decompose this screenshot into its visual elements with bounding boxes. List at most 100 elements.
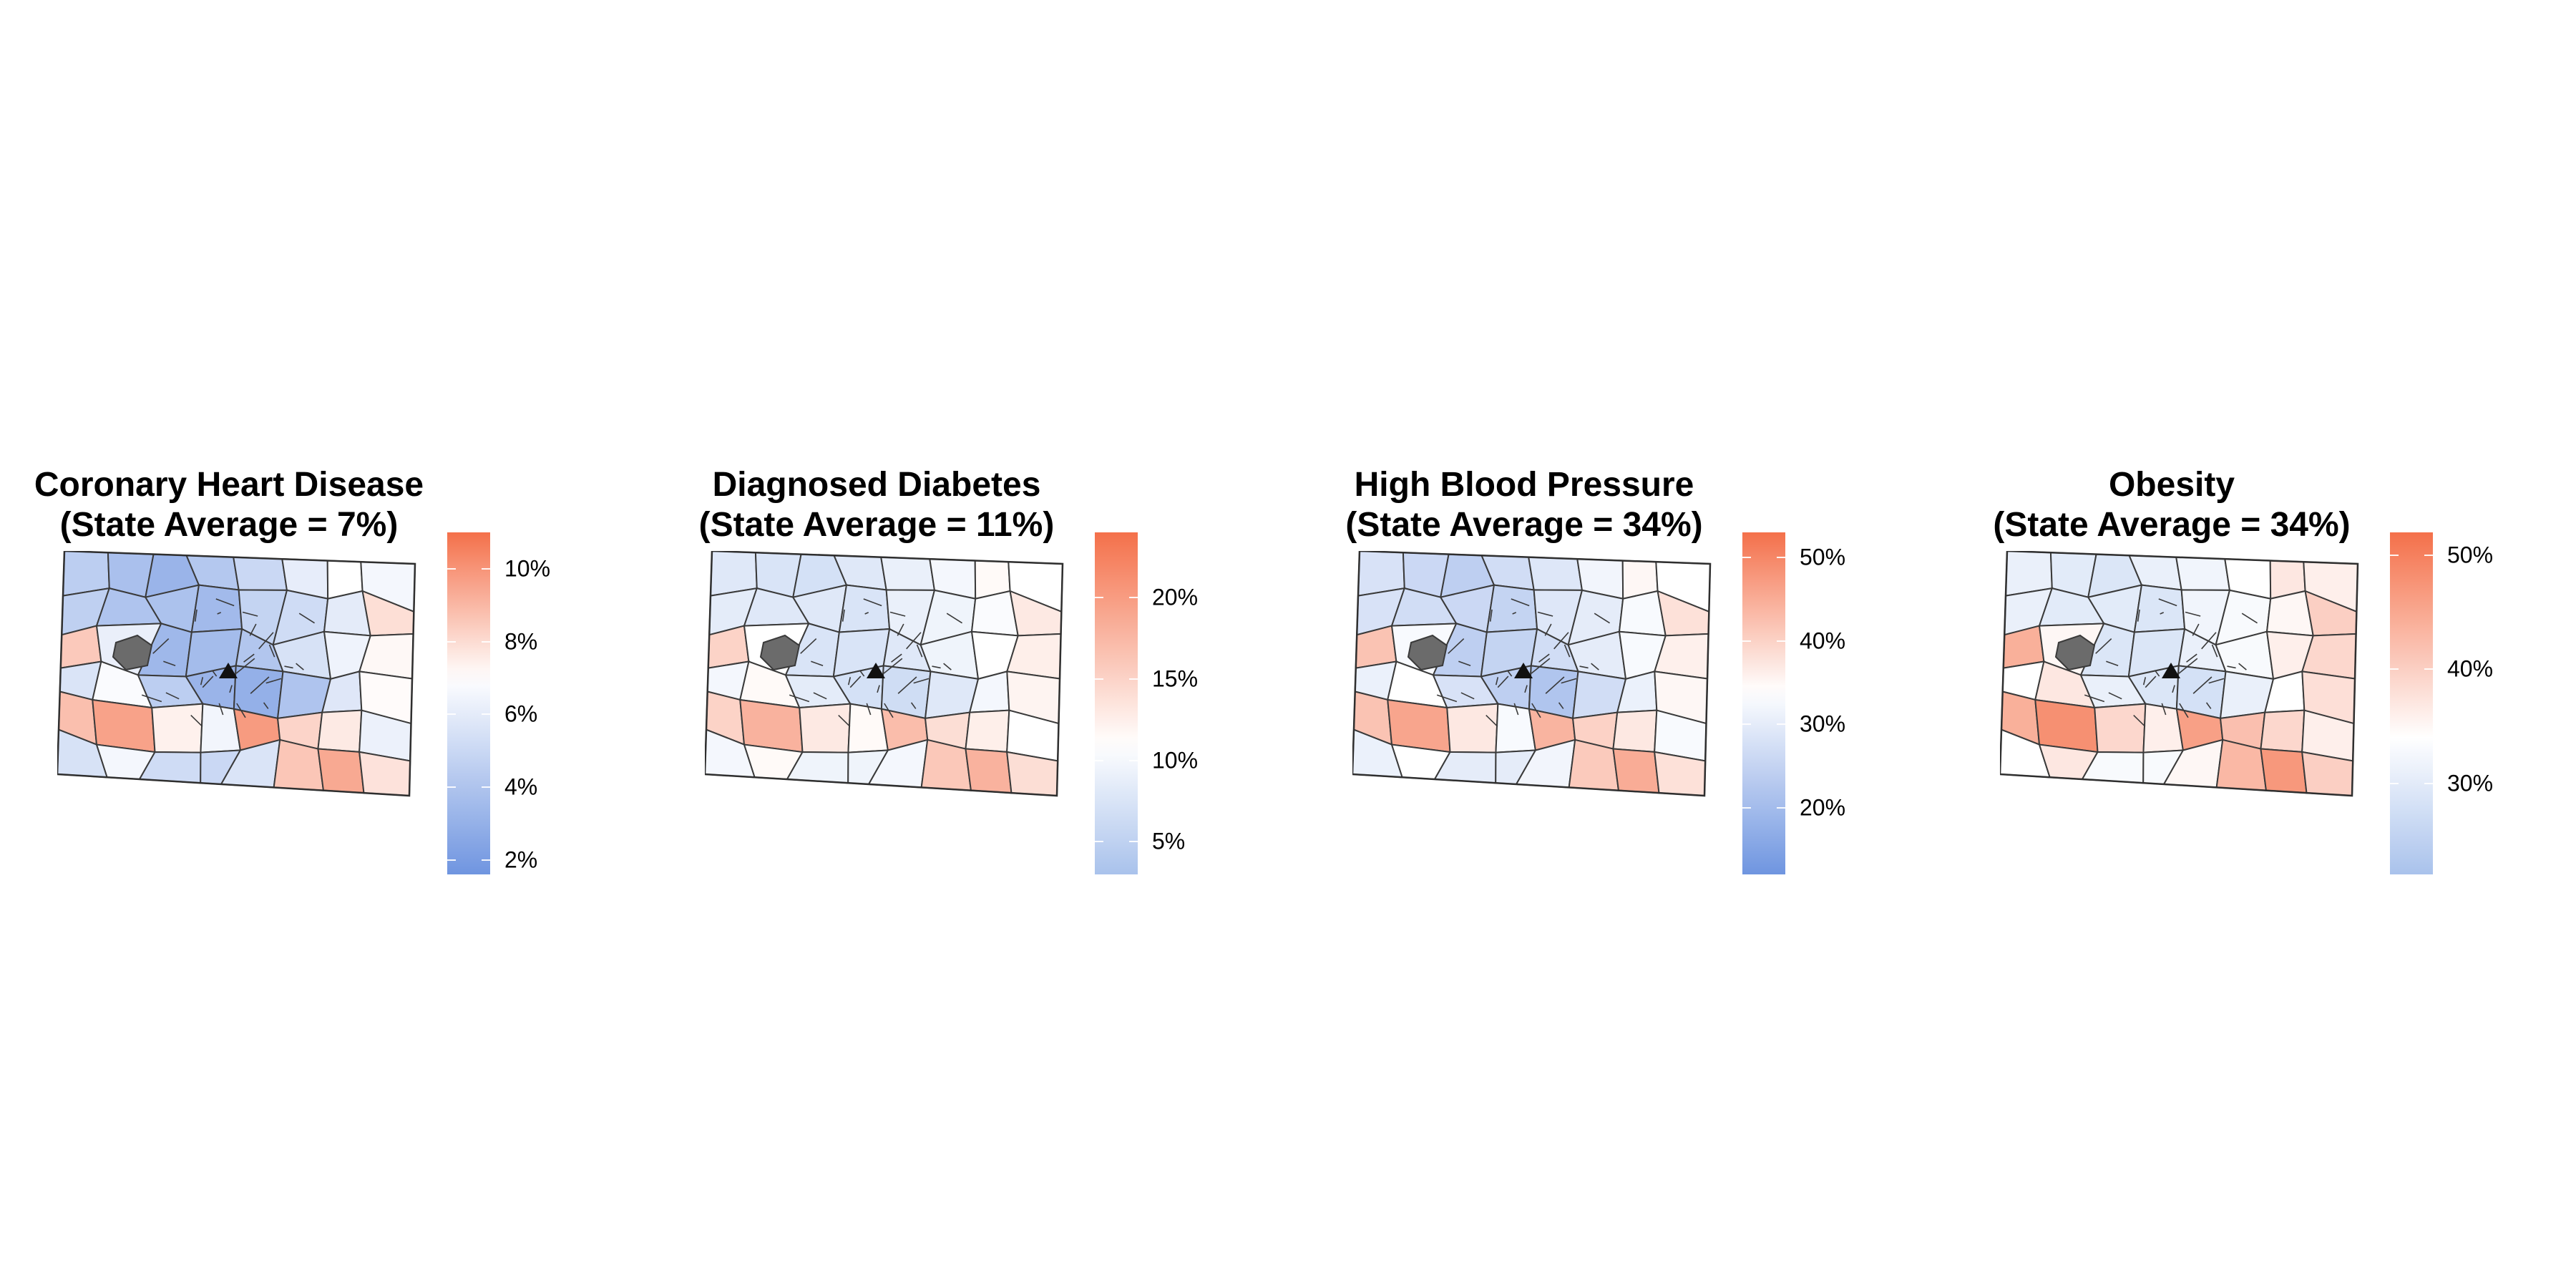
map-region [880,556,936,591]
map-region [2260,709,2306,753]
map-region [799,703,852,753]
tract-boundary [2106,660,2119,667]
map-region [2260,748,2308,794]
legend-tick-label: 10% [1152,747,1199,774]
tract-boundary [2172,685,2175,693]
tract-boundary [897,623,904,636]
legend-tick-label: 40% [2447,655,2494,682]
tract-boundary [2178,658,2198,674]
tract-boundary [235,658,255,674]
map-region [1485,584,1538,633]
no-data-region [759,634,801,671]
tract-boundary [1538,653,1550,663]
panel-title: Coronary Heart Disease (State Average = … [29,465,429,545]
tract-boundary [2142,677,2147,686]
tract-boundary [1561,678,1577,684]
legend-color-bar [1742,532,1785,874]
panel-title: Diagnosed Diabetes (State Average = 11%) [676,465,1077,545]
panel-diagnosed-diabetes: Diagnosed Diabetes (State Average = 11%)… [648,465,1263,894]
tract-boundary [152,638,170,654]
tract-boundary [165,692,180,700]
panel-title-line2: (State Average = 34%) [1993,506,2351,544]
tract-boundary [800,638,817,654]
tract-boundary [877,685,880,693]
tract-boundary [883,658,903,674]
legend-tick-label: 40% [1800,628,1846,654]
legend-tick-label: 2% [504,847,538,873]
tract-boundary [1460,692,1475,700]
panel-obesity: Obesity (State Average = 34%) 30% 40% 50% [1943,465,2558,894]
panel-title-line2: (State Average = 34%) [1345,506,1703,544]
panel-title-line2: (State Average = 7%) [59,506,399,544]
tract-boundary [249,623,257,636]
tract-boundary [2185,611,2201,617]
tract-boundary [2208,678,2225,684]
tract-boundary [866,703,872,716]
tract-boundary [202,675,214,688]
tract-boundary [217,612,222,615]
color-legend: 30% 40% 50% [2390,532,2493,874]
tract-boundary [849,675,862,688]
tract-boundary [884,703,894,718]
panel-high-blood-pressure: High Blood Pressure (State Average = 34%… [1295,465,1911,894]
location-marker [2162,663,2180,678]
tract-boundary [838,714,851,727]
map-region [1446,703,1499,753]
legend-tick-label: 15% [1152,665,1199,692]
panel-title: High Blood Pressure (State Average = 34%… [1324,465,1724,545]
tract-boundary [236,703,246,718]
tract-boundary [864,612,869,615]
legend-tick-label: 8% [504,628,538,655]
no-data-region [1407,634,1448,671]
legend-tick-label: 30% [2447,770,2494,796]
tract-boundary [946,613,962,624]
tract-boundary [932,665,941,669]
tract-boundary [212,670,218,677]
tract-boundary [906,632,922,650]
tract-boundary [1579,665,1589,669]
tract-boundary [1537,611,1553,617]
location-marker [1514,663,1533,678]
panel-title-line1: Obesity [2108,466,2235,504]
tract-boundary [1497,675,1509,688]
tract-boundary [2205,702,2212,709]
state-outline [57,551,416,797]
tract-boundary [1531,658,1551,674]
tract-boundary [2095,638,2112,654]
color-legend: 20% 30% 40% 50% [1742,532,1845,874]
map-region [317,709,363,753]
tract-boundary [2186,653,2197,663]
panel-title: Obesity (State Average = 34%) [1971,465,2372,545]
tract-boundary [1436,694,1458,703]
tract-boundary [1563,644,1571,658]
tract-boundary [2201,632,2217,650]
tract-boundary [242,611,258,617]
legend-tick-label: 30% [1800,711,1846,737]
tract-boundary [916,644,923,658]
tract-boundary [913,678,930,684]
tract-boundary [2137,609,2140,622]
map-region [2034,698,2099,753]
location-marker [867,663,885,678]
map-region [838,584,891,633]
no-data-region [2054,634,2096,671]
tract-boundary [2133,714,2146,727]
tract-boundary [1507,670,1513,677]
map-region [1612,709,1658,753]
tract-boundary [190,714,203,727]
legend-tick-label: 50% [2447,542,2494,568]
tract-boundary [1553,632,1569,650]
tract-boundary [1524,685,1528,693]
tract-boundary [284,665,293,669]
panel-coronary-heart-disease: Coronary Heart Disease (State Average = … [0,465,615,894]
legend-tick-label: 20% [1152,584,1199,610]
tract-boundary [1591,663,1599,670]
legend-tick-label: 50% [1800,544,1846,570]
tract-boundary [943,663,952,670]
tract-boundary [910,702,917,709]
tract-boundary [1512,612,1517,615]
legend-tick-label: 10% [504,555,551,582]
legend-tick-label: 5% [1152,828,1186,854]
legend-tick-label: 4% [504,774,538,800]
map-region [233,556,288,591]
